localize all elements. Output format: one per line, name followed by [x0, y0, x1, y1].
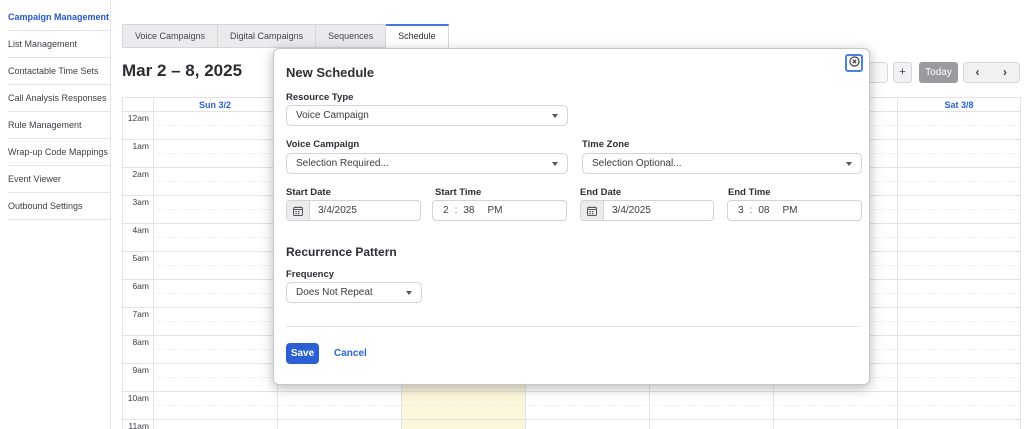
sidebar-item-event-viewer[interactable]: Event Viewer [8, 166, 110, 193]
caret-down-icon [406, 290, 412, 295]
grid-line [1020, 98, 1021, 429]
time-label: 12am [127, 113, 149, 123]
time-label: 2am [132, 169, 149, 179]
save-button[interactable]: Save [286, 343, 319, 364]
time-colon: : [454, 205, 458, 216]
sidebar-item-campaign-management[interactable]: Campaign Management [8, 4, 110, 31]
recurrence-pattern-heading: Recurrence Pattern [286, 245, 397, 259]
previous-week-button[interactable]: ‹ [963, 62, 992, 83]
grid-line [153, 98, 154, 429]
voice-campaign-select[interactable]: Selection Required... [286, 153, 568, 174]
cancel-link[interactable]: Cancel [334, 348, 367, 359]
sidebar: Campaign Management List Management Cont… [0, 0, 111, 429]
end-time-minute: 08 [758, 205, 770, 216]
time-label: 9am [132, 365, 149, 375]
sidebar-item-call-analysis-responses[interactable]: Call Analysis Responses [8, 85, 110, 112]
time-label: 3am [132, 197, 149, 207]
sidebar-item-wrapup-code-mappings[interactable]: Wrap-up Code Mappings [8, 139, 110, 166]
resource-type-value: Voice Campaign [296, 110, 369, 121]
resource-type-label: Resource Type [286, 92, 354, 103]
sidebar-item-contactable-time-sets[interactable]: Contactable Time Sets [8, 58, 110, 85]
grid-line [122, 98, 123, 429]
grid-line [897, 98, 898, 429]
calendar-day-column[interactable] [897, 111, 1021, 429]
start-time-field[interactable]: 2 : 38 PM [432, 200, 567, 221]
calendar-icon[interactable] [287, 201, 310, 220]
tab-voice-campaigns[interactable]: Voice Campaigns [122, 24, 219, 48]
frequency-label: Frequency [286, 269, 335, 280]
sidebar-item-outbound-settings[interactable]: Outbound Settings [8, 193, 110, 220]
start-date-value: 3/4/2025 [318, 205, 357, 216]
voice-campaign-value: Selection Required... [296, 158, 389, 169]
zoom-in-button[interactable]: + [893, 62, 912, 83]
sidebar-item-rule-management[interactable]: Rule Management [8, 112, 110, 139]
new-schedule-dialog: New Schedule Resource Type Voice Campaig… [273, 48, 870, 385]
calendar-icon[interactable] [581, 201, 604, 220]
grid-line [122, 419, 1021, 420]
frequency-value: Does Not Repeat [296, 287, 373, 298]
start-date-field[interactable]: 3/4/2025 [286, 200, 421, 221]
start-time-label: Start Time [435, 187, 482, 198]
dialog-title: New Schedule [286, 65, 375, 80]
circle-x-close-icon [848, 54, 860, 72]
chevron-right-icon: › [1003, 65, 1007, 79]
time-colon: : [749, 205, 753, 216]
caret-down-icon [552, 113, 558, 118]
end-time-label: End Time [728, 187, 771, 198]
start-date-label: Start Date [286, 187, 331, 198]
end-time-hour: 3 [738, 205, 744, 216]
time-label: 1am [132, 141, 149, 151]
time-zone-select[interactable]: Selection Optional... [582, 153, 862, 174]
time-label: 5am [132, 253, 149, 263]
start-time-hour: 2 [443, 205, 449, 216]
tab-digital-campaigns[interactable]: Digital Campaigns [218, 24, 317, 48]
start-time-meridiem: PM [487, 205, 503, 216]
footer-divider [286, 326, 859, 327]
resource-type-select[interactable]: Voice Campaign [286, 105, 568, 126]
time-label: 6am [132, 281, 149, 291]
tab-schedule[interactable]: Schedule [386, 24, 449, 48]
frequency-select[interactable]: Does Not Repeat [286, 282, 422, 303]
grid-line [122, 391, 1021, 392]
end-date-field[interactable]: 3/4/2025 [580, 200, 714, 221]
chevron-left-icon: ‹ [975, 65, 980, 79]
end-date-label: End Date [580, 187, 622, 198]
close-button[interactable] [845, 54, 863, 72]
start-time-minute: 38 [463, 205, 475, 216]
date-range-title: Mar 2 – 8, 2025 [122, 61, 243, 80]
tab-bar: Voice Campaigns Digital Campaigns Sequen… [122, 24, 449, 48]
caret-down-icon [552, 161, 558, 166]
end-date-value: 3/4/2025 [612, 205, 651, 216]
sidebar-item-list-management[interactable]: List Management [8, 31, 110, 58]
voice-campaign-label: Voice Campaign [286, 139, 360, 150]
next-week-button[interactable]: › [991, 62, 1020, 83]
tab-sequences[interactable]: Sequences [316, 24, 387, 48]
day-header-sun: Sun 3/2 [198, 100, 231, 110]
time-label: 4am [132, 225, 149, 235]
time-zone-label: Time Zone [582, 139, 630, 150]
grid-line-half [153, 405, 1021, 406]
day-header-sat: Sat 3/8 [944, 100, 974, 110]
end-time-field[interactable]: 3 : 08 PM [727, 200, 862, 221]
time-label: 8am [132, 337, 149, 347]
time-label: 11am [128, 421, 149, 429]
time-label: 10am [127, 393, 149, 403]
today-button[interactable]: Today [919, 62, 958, 83]
time-zone-value: Selection Optional... [592, 158, 682, 169]
time-label: 7am [132, 309, 149, 319]
end-time-meridiem: PM [782, 205, 798, 216]
caret-down-icon [846, 161, 852, 166]
calendar-day-column[interactable] [153, 111, 277, 429]
